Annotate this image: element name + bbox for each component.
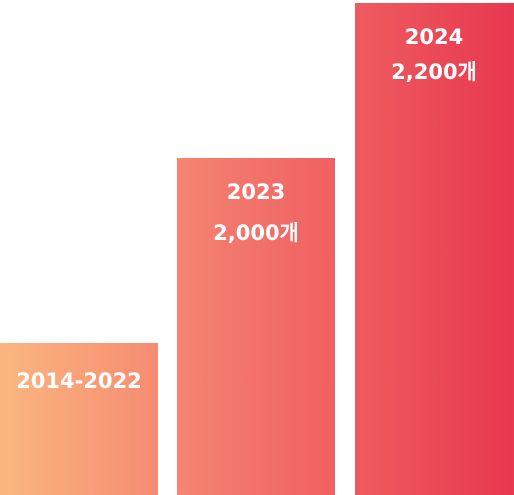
- bar-label: 2023: [227, 180, 285, 204]
- bar: [355, 3, 514, 495]
- bar-label: 2024: [405, 25, 463, 49]
- bar-count: 2,200개: [391, 60, 477, 84]
- bar: [0, 343, 158, 495]
- bar-label: 2014-2022: [16, 369, 142, 393]
- bar: [177, 158, 335, 495]
- bar-count: 2,000개: [213, 221, 299, 245]
